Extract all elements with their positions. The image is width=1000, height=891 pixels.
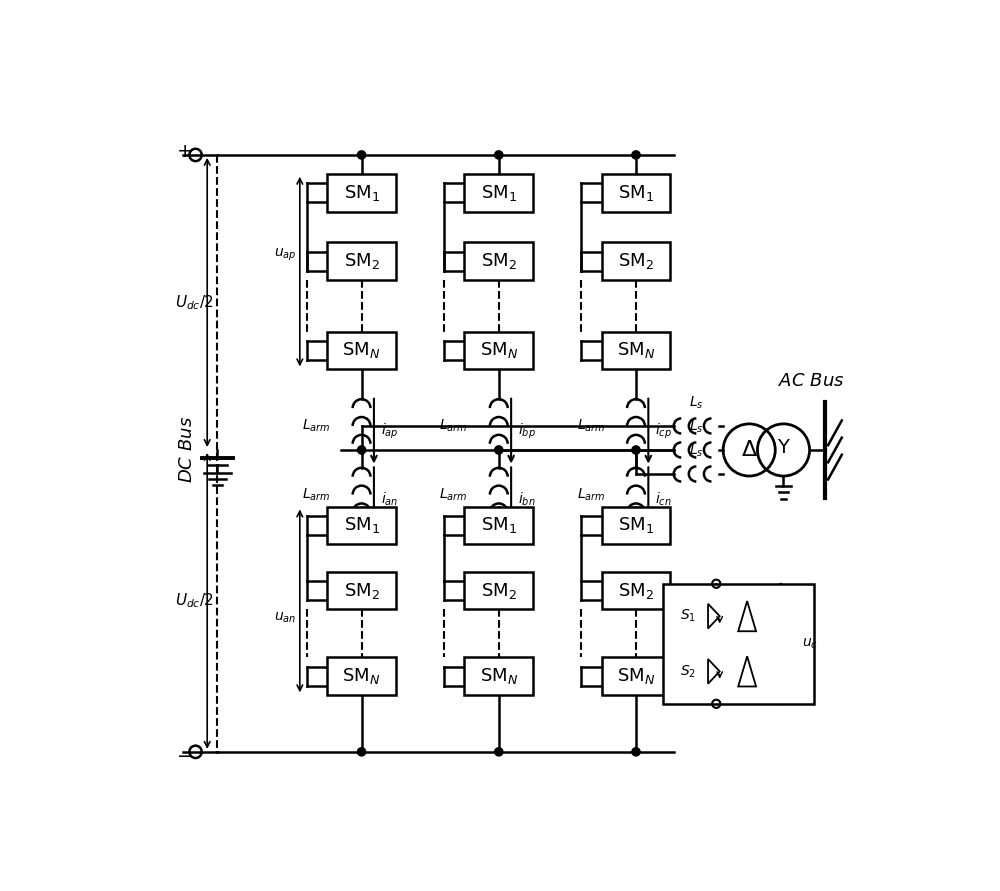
- Text: $\mathrm{SM}_{N}$: $\mathrm{SM}_{N}$: [617, 666, 655, 686]
- Text: $\mathrm{SM}_{2}$: $\mathrm{SM}_{2}$: [618, 581, 654, 601]
- Bar: [602, 331, 670, 370]
- Text: $\mathrm{SM}_{1}$: $\mathrm{SM}_{1}$: [481, 183, 517, 202]
- Bar: [464, 242, 533, 280]
- Text: $\mathrm{Y}$: $\mathrm{Y}$: [777, 439, 790, 457]
- Text: $S_2$: $S_2$: [680, 663, 696, 680]
- Circle shape: [495, 446, 503, 454]
- Text: $L_{arm}$: $L_{arm}$: [577, 486, 605, 503]
- Circle shape: [357, 446, 366, 454]
- Text: $\mathit{AC\ Bus}$: $\mathit{AC\ Bus}$: [778, 372, 844, 390]
- Text: $\mathrm{SM}_{N}$: $\mathrm{SM}_{N}$: [617, 340, 655, 361]
- Bar: [602, 658, 670, 695]
- Bar: [327, 572, 396, 609]
- Bar: [327, 658, 396, 695]
- Text: $u_c$: $u_c$: [802, 636, 818, 651]
- Text: $u_{ap}$: $u_{ap}$: [274, 246, 296, 263]
- Bar: [464, 572, 533, 609]
- Text: $\mathrm{SM}_{1}$: $\mathrm{SM}_{1}$: [344, 183, 380, 202]
- Bar: [327, 174, 396, 211]
- Text: $\mathrm{SM}_{2}$: $\mathrm{SM}_{2}$: [344, 581, 380, 601]
- Bar: [464, 658, 533, 695]
- Text: $\mathrm{SM}_{2}$: $\mathrm{SM}_{2}$: [618, 251, 654, 271]
- Text: $i_{ap}$: $i_{ap}$: [381, 421, 398, 441]
- Bar: [602, 174, 670, 211]
- Text: $L_{arm}$: $L_{arm}$: [302, 418, 331, 434]
- Bar: [327, 242, 396, 280]
- Bar: [464, 507, 533, 544]
- Text: $\mathrm{SM}_{1}$: $\mathrm{SM}_{1}$: [344, 515, 380, 535]
- Bar: [464, 174, 533, 211]
- Text: $L_{arm}$: $L_{arm}$: [302, 486, 331, 503]
- Text: $L_{arm}$: $L_{arm}$: [439, 418, 468, 434]
- Circle shape: [357, 748, 366, 756]
- Text: $\mathrm{SM}_{N}$: $\mathrm{SM}_{N}$: [342, 340, 381, 361]
- Text: $\mathrm{SM}_{2}$: $\mathrm{SM}_{2}$: [481, 251, 517, 271]
- Bar: [602, 242, 670, 280]
- Text: $\mathrm{SM}_{1}$: $\mathrm{SM}_{1}$: [618, 183, 654, 202]
- Text: $L_s$: $L_s$: [689, 443, 704, 459]
- Circle shape: [357, 151, 366, 159]
- Circle shape: [495, 748, 503, 756]
- Circle shape: [632, 748, 640, 756]
- Text: $i_{an}$: $i_{an}$: [381, 491, 398, 509]
- Bar: [464, 331, 533, 370]
- Text: $u_{an}$: $u_{an}$: [274, 611, 296, 625]
- Text: $\Delta$: $\Delta$: [741, 439, 758, 461]
- Bar: [602, 572, 670, 609]
- Text: $U_{dc}/2$: $U_{dc}/2$: [175, 293, 214, 312]
- Bar: [663, 584, 814, 704]
- Text: $i_{bn}$: $i_{bn}$: [518, 491, 536, 509]
- Text: $\mathrm{SM}_{1}$: $\mathrm{SM}_{1}$: [618, 515, 654, 535]
- Text: $-$: $-$: [176, 747, 193, 764]
- Text: $\mathrm{SM}_{2}$: $\mathrm{SM}_{2}$: [344, 251, 380, 271]
- Text: $L_{arm}$: $L_{arm}$: [577, 418, 605, 434]
- Text: $L_s$: $L_s$: [689, 395, 704, 411]
- Text: $\mathrm{SM}_{N}$: $\mathrm{SM}_{N}$: [342, 666, 381, 686]
- Text: $+$: $+$: [176, 143, 193, 160]
- Text: $L_{arm}$: $L_{arm}$: [439, 486, 468, 503]
- Text: $\mathrm{SM}_{1}$: $\mathrm{SM}_{1}$: [481, 515, 517, 535]
- Text: $\mathrm{SM}_{N}$: $\mathrm{SM}_{N}$: [480, 666, 518, 686]
- Bar: [602, 507, 670, 544]
- Text: $\mathit{DC\ Bus}$: $\mathit{DC\ Bus}$: [178, 416, 196, 484]
- Text: $S_1$: $S_1$: [680, 608, 696, 625]
- Text: $i_{cp}$: $i_{cp}$: [655, 421, 672, 441]
- Circle shape: [632, 446, 640, 454]
- Text: $\mathrm{SM}_{N}$: $\mathrm{SM}_{N}$: [480, 340, 518, 361]
- Circle shape: [495, 151, 503, 159]
- Text: $i_{cn}$: $i_{cn}$: [655, 491, 672, 509]
- Bar: [327, 507, 396, 544]
- Text: $U_{dc}/2$: $U_{dc}/2$: [175, 592, 214, 610]
- Text: $i_{bp}$: $i_{bp}$: [518, 421, 536, 441]
- Text: $\mathrm{SM}_{2}$: $\mathrm{SM}_{2}$: [481, 581, 517, 601]
- Text: $L_s$: $L_s$: [689, 419, 704, 435]
- Bar: [327, 331, 396, 370]
- Circle shape: [632, 151, 640, 159]
